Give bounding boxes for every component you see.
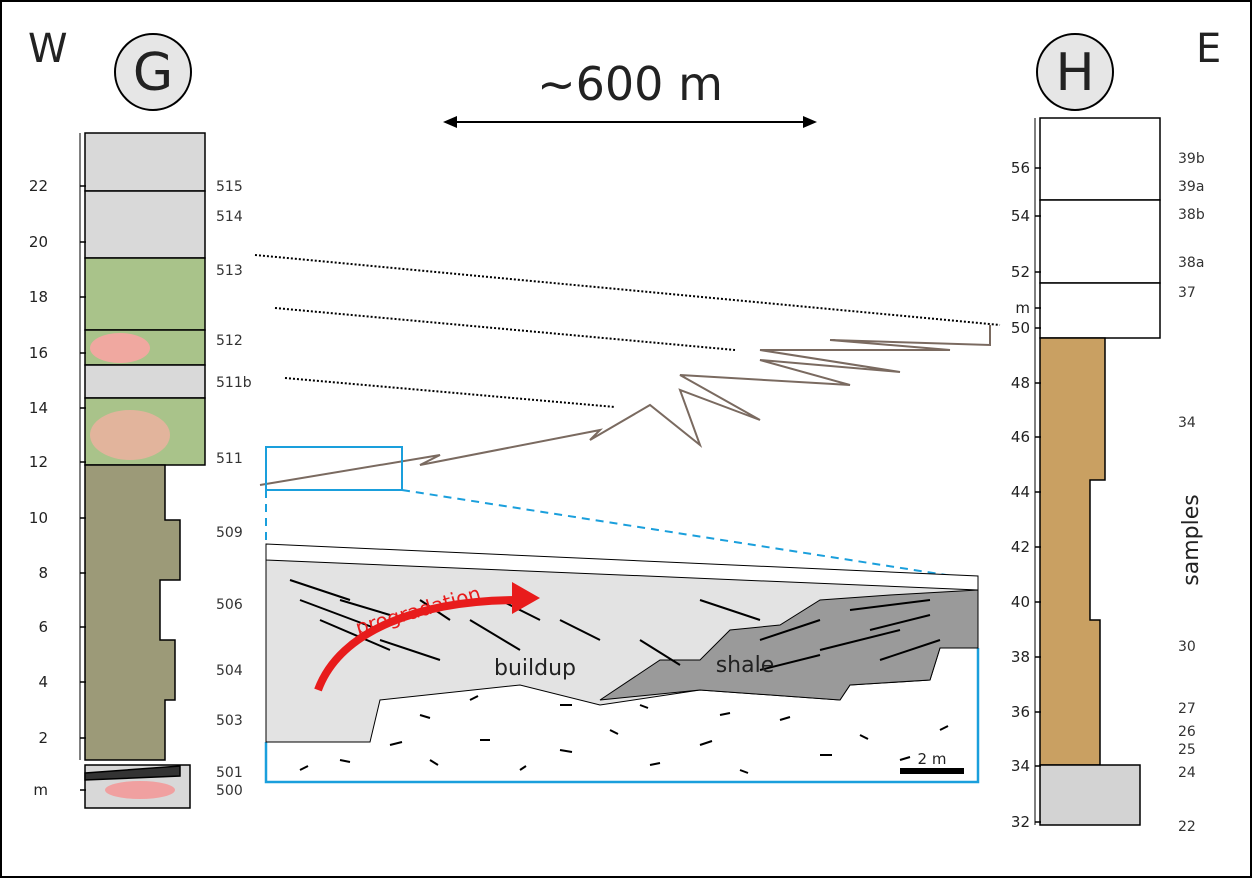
scale-label: 54 <box>1011 207 1030 225</box>
scale-label: 18 <box>29 288 48 306</box>
scale-label: 44 <box>1011 483 1030 501</box>
sample-label: 38b <box>1178 207 1205 223</box>
scale-label: 52 <box>1011 263 1030 281</box>
scale-label: 32 <box>1011 813 1030 831</box>
shale-label: shale <box>716 653 775 678</box>
sample-label: 512 <box>216 333 243 349</box>
sample-label: 38a <box>1178 255 1204 271</box>
scale-label: 6 <box>38 618 48 636</box>
sample-label: 24 <box>1178 765 1196 781</box>
scale-label: 4 <box>38 673 48 691</box>
scale-bar-label: 2 m <box>918 750 947 768</box>
sample-label: 513 <box>216 263 243 279</box>
scale-label: 22 <box>29 177 48 195</box>
scale-label: 48 <box>1011 374 1030 392</box>
sample-label: 25 <box>1178 742 1196 758</box>
scale-label: 34 <box>1011 757 1030 775</box>
sample-label: 506 <box>216 597 243 613</box>
sample-label: 509 <box>216 525 243 541</box>
sample-label: 39a <box>1178 179 1204 195</box>
buildup-label: buildup <box>494 656 576 681</box>
scale-label: 46 <box>1011 428 1030 446</box>
sample-label: 22 <box>1178 819 1196 835</box>
scale-label: m <box>33 781 48 799</box>
scale-label: 40 <box>1011 593 1030 611</box>
sample-label: 515 <box>216 179 243 195</box>
sample-label: 27 <box>1178 701 1196 717</box>
sample-label: 501 <box>216 765 243 781</box>
sample-label: 511b <box>216 375 252 391</box>
scale-label: 36 <box>1011 703 1030 721</box>
sample-label: 30 <box>1178 639 1196 655</box>
samples-title: samples <box>1179 494 1204 585</box>
scale-label: 8 <box>38 564 48 582</box>
sample-label: 511 <box>216 451 243 467</box>
scale-label: 20 <box>29 233 48 251</box>
scale-label: m <box>1015 299 1030 317</box>
scale-label: 50 <box>1011 319 1030 337</box>
scale-label: 14 <box>29 399 48 417</box>
distance-label: ~600 m <box>537 57 723 111</box>
column-label: H <box>1055 43 1094 103</box>
column-label: G <box>133 43 173 103</box>
sample-label: 39b <box>1178 151 1205 167</box>
scale-label: 10 <box>29 509 48 527</box>
sample-label: 514 <box>216 209 243 225</box>
scale-label: 12 <box>29 453 48 471</box>
sample-label: 34 <box>1178 415 1196 431</box>
sample-label: 504 <box>216 663 243 679</box>
sample-label: 37 <box>1178 285 1196 301</box>
figure: W E ~600 m G H <box>0 0 1252 878</box>
scale-label: 56 <box>1011 159 1030 177</box>
west-label: W <box>28 26 68 72</box>
scale-label: 42 <box>1011 538 1030 556</box>
scale-label: 2 <box>38 729 48 747</box>
sample-label: 503 <box>216 713 243 729</box>
east-label: E <box>1196 26 1221 72</box>
sample-label: 500 <box>216 783 243 799</box>
scale-label: 38 <box>1011 648 1030 666</box>
scale-label: 16 <box>29 344 48 362</box>
sample-label: 26 <box>1178 724 1196 740</box>
